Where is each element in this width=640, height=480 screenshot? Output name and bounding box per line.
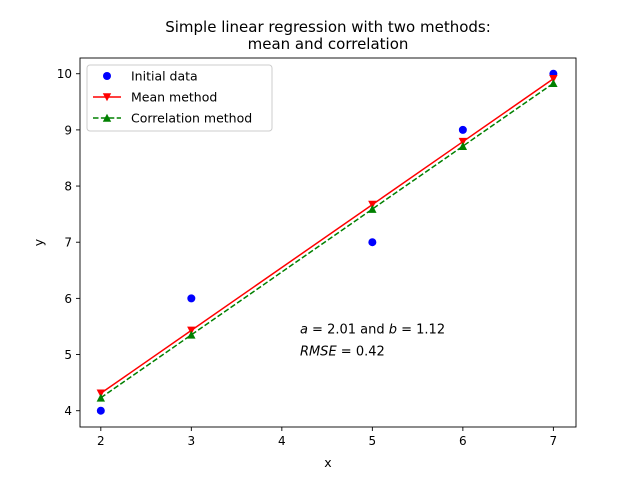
- correlation-method-point: [96, 393, 106, 402]
- y-axis-label: y: [31, 238, 46, 246]
- correlation-method-point: [187, 330, 196, 339]
- y-tick-label: 5: [64, 348, 72, 362]
- annotation-1-part: a: [300, 322, 308, 337]
- y-axis-ticks: 4 5 6 7 8 9 10: [57, 67, 80, 418]
- initial-data-point: [458, 125, 467, 134]
- annotation-2: RMSE = 0.42: [300, 345, 385, 360]
- mean-method-point: [187, 326, 196, 335]
- annotation-1-part: = 1.12: [397, 322, 445, 337]
- legend-box: [86, 64, 273, 132]
- x-tick-label: 2: [97, 434, 105, 448]
- correlation-method-point: [458, 141, 468, 150]
- y-tick-label: 6: [64, 292, 72, 306]
- annotation-1-part: = 2.01 and: [308, 322, 389, 337]
- x-tick-label: 5: [369, 434, 377, 448]
- initial-data-point: [187, 294, 196, 303]
- annotation-1-part: b: [389, 322, 397, 337]
- chart-title-line-2: mean and correlation: [248, 35, 409, 53]
- y-tick-label: 7: [64, 236, 72, 250]
- legend-label-mean-method: Mean method: [131, 90, 217, 105]
- legend-handle-correlation-method-marker: [102, 113, 112, 122]
- initial-data-point: [368, 238, 377, 247]
- x-tick-label: 7: [550, 434, 558, 448]
- x-tick-label: 4: [278, 434, 286, 448]
- x-axis-label: x: [324, 455, 331, 470]
- x-axis-ticks: 2 3 4 5 6 7: [97, 427, 557, 448]
- annotation-2-part: RMSE: [300, 345, 338, 360]
- legend-label-initial-data: Initial data: [131, 69, 198, 84]
- legend-handle-mean-method-marker: [102, 93, 112, 102]
- legend: Initial data Mean method Correlation metho…: [86, 64, 273, 132]
- y-tick-label: 8: [64, 180, 72, 194]
- y-tick-label: 4: [64, 404, 72, 418]
- mean-method-point: [368, 200, 377, 209]
- annotation-2-part: = 0.42: [337, 345, 385, 360]
- mean-method-point: [549, 75, 558, 83]
- x-tick-label: 6: [459, 434, 467, 448]
- annotation-1: a = 2.01 and b = 1.12: [300, 322, 445, 337]
- correlation-method-line: [100, 82, 554, 399]
- legend-handle-initial-data-marker: [103, 72, 111, 80]
- mean-method-point: [458, 137, 468, 146]
- initial-data-point: [96, 406, 105, 415]
- y-tick-label: 10: [57, 67, 72, 81]
- data-layer: [96, 69, 558, 415]
- mean-method-point: [96, 389, 106, 398]
- correlation-method-point: [368, 204, 377, 213]
- correlation-method-point: [549, 79, 558, 88]
- annotation-layer: a = 2.01 and b = 1.12 RMSE = 0.42: [300, 322, 445, 359]
- legend-label-correlation-method: Correlation method: [131, 111, 252, 126]
- chart-title-line-1: Simple linear regression with two method…: [165, 18, 491, 36]
- x-tick-label: 3: [188, 434, 196, 448]
- y-tick-label: 9: [64, 123, 72, 137]
